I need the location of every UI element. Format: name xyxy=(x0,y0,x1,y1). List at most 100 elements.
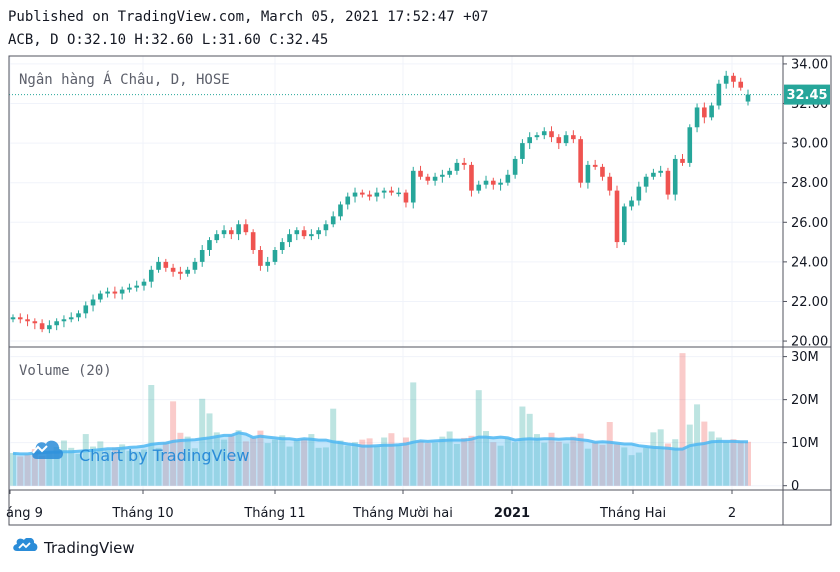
candle-body xyxy=(505,174,511,183)
candle-body xyxy=(185,269,190,274)
candle-body xyxy=(178,271,183,274)
volume-bar xyxy=(483,431,490,486)
volume-bar xyxy=(708,431,715,486)
candle-body xyxy=(76,313,81,318)
volume-bar xyxy=(162,442,169,486)
candle-body xyxy=(520,143,525,159)
volume-bar xyxy=(39,456,46,486)
candle-body xyxy=(563,135,569,144)
footer-brand-text: TradingView xyxy=(44,539,135,557)
volume-bar xyxy=(221,439,228,486)
candle-body xyxy=(541,131,547,136)
time-axis[interactable]: áng 9 Tháng 10 Tháng 11 Tháng Mười hai 2021 T… xyxy=(6,490,736,521)
candle-body xyxy=(636,186,642,201)
volume-bar xyxy=(737,440,744,486)
volume-bar xyxy=(126,450,133,486)
candle-body xyxy=(621,206,627,243)
volume-bar xyxy=(650,432,657,486)
candle-body xyxy=(447,170,452,175)
candle-body xyxy=(192,261,198,270)
tradingview-logo-icon xyxy=(13,538,38,551)
candle-body xyxy=(702,107,707,118)
volume-tick-label: 30M xyxy=(791,350,819,365)
candle-body xyxy=(345,196,351,205)
volume-bar xyxy=(279,435,286,486)
candle-body xyxy=(134,285,140,288)
chart-watermark[interactable]: Chart by TradingView xyxy=(32,440,249,465)
candle-body xyxy=(512,158,518,175)
volume-bar xyxy=(46,452,53,486)
price-tick-label: 24.00 xyxy=(791,255,828,270)
candle-body xyxy=(731,75,736,82)
candle-body xyxy=(243,224,249,233)
volume-bar xyxy=(264,443,271,486)
candle-body xyxy=(47,325,52,330)
volume-bar xyxy=(468,435,475,486)
footer-brand[interactable]: TradingView xyxy=(10,538,135,558)
volume-bar xyxy=(402,437,409,486)
cloud-icon xyxy=(32,440,64,459)
candle-body xyxy=(301,230,307,237)
candle-body xyxy=(527,137,532,144)
volume-bar xyxy=(119,444,126,486)
volume-bar xyxy=(526,413,533,486)
candle-body xyxy=(54,321,59,326)
volume-tick-label: 20M xyxy=(791,393,819,408)
volume-bar xyxy=(388,433,395,486)
volume-bar xyxy=(533,434,540,486)
volume-bar xyxy=(490,442,497,486)
volume-bar xyxy=(17,456,24,486)
volume-bar xyxy=(315,447,322,486)
candle-body xyxy=(61,319,67,322)
candle-body xyxy=(432,176,438,181)
candle-body xyxy=(148,269,154,282)
volume-bar xyxy=(577,433,584,486)
volume-bar xyxy=(512,442,519,486)
candle-body xyxy=(287,234,292,243)
candle-body xyxy=(585,164,591,183)
price-tick-label: 20.00 xyxy=(791,335,828,350)
volume-bar xyxy=(337,440,344,486)
candle-body xyxy=(709,105,714,118)
candle-body xyxy=(651,172,656,177)
watermark-text: Chart by TradingView xyxy=(79,446,249,465)
candle-body xyxy=(600,166,605,177)
time-tick-label: 2 xyxy=(728,506,736,521)
volume-bar xyxy=(461,437,468,486)
candle-body xyxy=(389,190,394,193)
candle-body xyxy=(687,127,693,163)
time-tick-label: 2021 xyxy=(494,506,530,521)
volume-bar xyxy=(548,432,555,486)
candle-body xyxy=(316,230,321,235)
volume-bar xyxy=(24,454,31,486)
volume-bar xyxy=(191,448,198,486)
time-tick-label: Tháng 10 xyxy=(111,506,173,521)
volume-bar xyxy=(140,449,147,486)
volume-bar xyxy=(439,436,446,486)
volume-bar xyxy=(250,437,257,486)
candle-body xyxy=(112,291,118,294)
volume-bar xyxy=(497,445,504,486)
volume-bar xyxy=(373,446,380,486)
candle-body xyxy=(665,170,671,195)
volume-bar xyxy=(111,447,118,486)
time-tick-label: Tháng Hai xyxy=(599,506,666,521)
candle-body xyxy=(236,224,241,235)
candle-body xyxy=(410,170,416,203)
volume-bar xyxy=(672,439,679,486)
candle-body xyxy=(272,250,278,262)
candle-body xyxy=(534,135,540,138)
volume-bar xyxy=(359,439,366,486)
volume-bar xyxy=(584,448,591,486)
candle-body xyxy=(440,174,445,177)
candle-body xyxy=(738,81,744,88)
candle-body xyxy=(309,234,314,237)
candle-body xyxy=(258,250,263,266)
published-header: Published on TradingView.com, March 05, … xyxy=(8,9,489,25)
candle-body xyxy=(680,158,685,163)
ohlc-header: ACB, D O:32.10 H:32.60 L:31.60 C:32.45 xyxy=(8,32,329,48)
candle-body xyxy=(672,158,678,195)
candle-body xyxy=(745,94,751,102)
volume-axis[interactable]: 30M 20M 10M 0 xyxy=(783,350,819,494)
